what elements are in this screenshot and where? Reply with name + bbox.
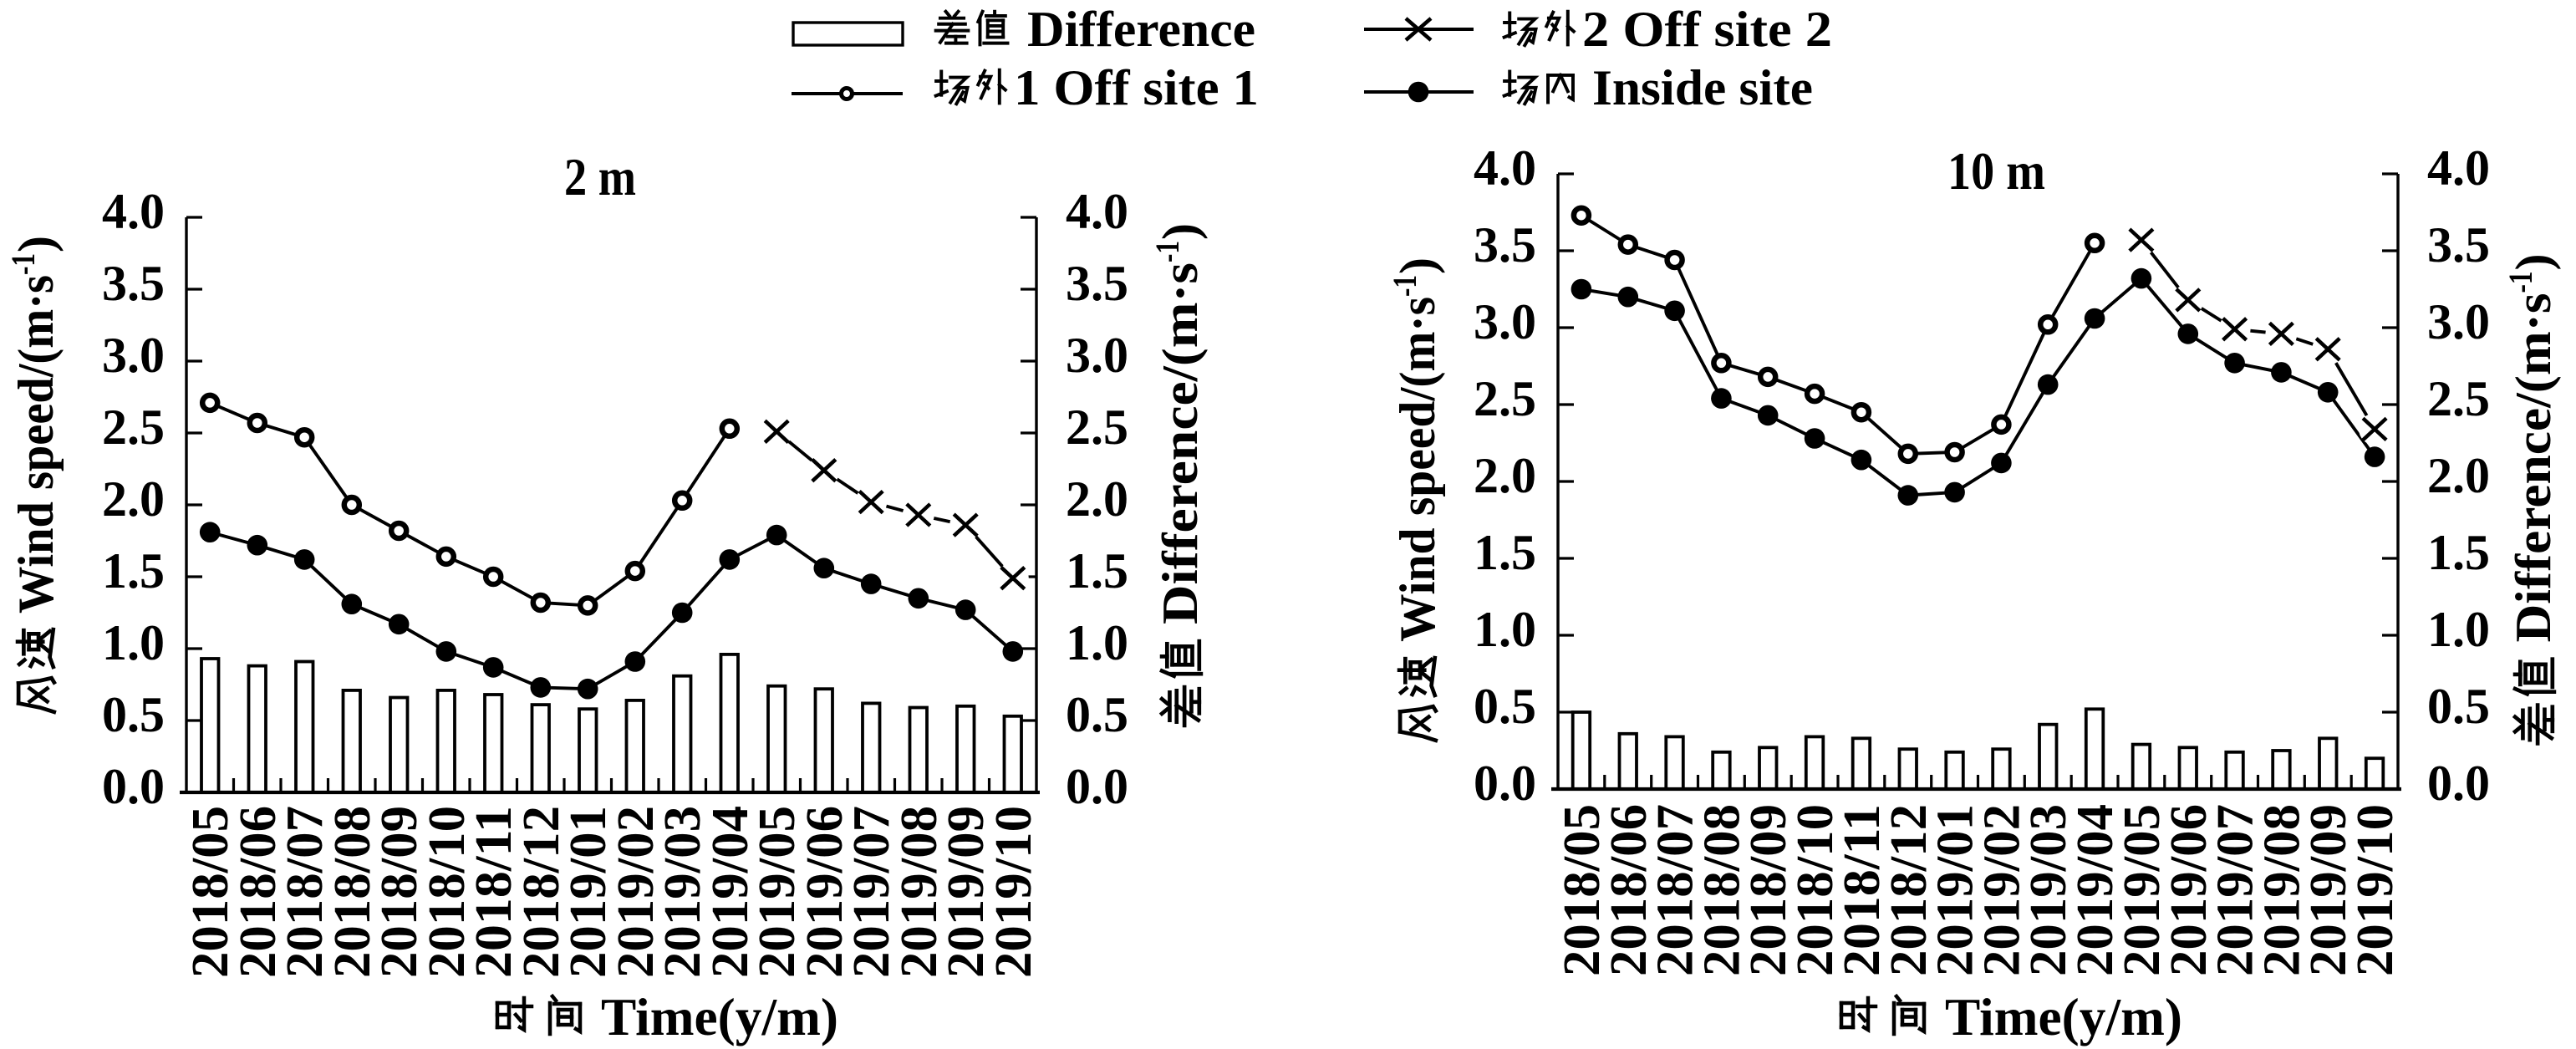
svg-text:4.0: 4.0 xyxy=(1474,140,1536,196)
svg-text:2.0: 2.0 xyxy=(102,471,165,527)
svg-text:2019/04: 2019/04 xyxy=(2067,804,2124,976)
svg-text:10 m: 10 m xyxy=(1947,141,2045,201)
svg-text:1.5: 1.5 xyxy=(1474,525,1536,580)
svg-text:2.5: 2.5 xyxy=(1474,371,1536,426)
svg-text:3.5: 3.5 xyxy=(1066,256,1128,311)
svg-text:-1: -1 xyxy=(1148,241,1186,262)
svg-text:2019/10: 2019/10 xyxy=(985,806,1042,978)
svg-text:2019/04: 2019/04 xyxy=(702,806,759,978)
svg-text:2.5: 2.5 xyxy=(102,400,165,455)
svg-text:2018/11: 2018/11 xyxy=(1834,804,1891,976)
svg-text:Wind speed/(m·s: Wind speed/(m·s xyxy=(8,275,64,614)
svg-text:0.0: 0.0 xyxy=(1474,756,1536,811)
svg-text:Time(y/m): Time(y/m) xyxy=(601,987,838,1046)
svg-text:1.0: 1.0 xyxy=(2427,602,2490,657)
svg-text:): ) xyxy=(2506,254,2561,271)
svg-text:2018/12: 2018/12 xyxy=(513,806,570,978)
svg-text:Difference: Difference xyxy=(1027,2,1255,57)
svg-text:2018/07: 2018/07 xyxy=(1647,804,1704,976)
svg-text:4.0: 4.0 xyxy=(102,184,165,239)
svg-text:0.0: 0.0 xyxy=(1066,759,1128,814)
svg-text:1.0: 1.0 xyxy=(1474,602,1536,657)
svg-text:2018/05: 2018/05 xyxy=(1554,804,1611,976)
svg-text:-1: -1 xyxy=(2502,272,2539,293)
svg-text:2019/02: 2019/02 xyxy=(1973,804,2030,976)
svg-text:1.0: 1.0 xyxy=(102,615,165,670)
svg-text:1.5: 1.5 xyxy=(2427,525,2490,580)
svg-text:4.0: 4.0 xyxy=(1066,184,1128,239)
svg-text:Inside site: Inside site xyxy=(1592,60,1813,115)
svg-text:2019/08: 2019/08 xyxy=(2253,804,2310,976)
svg-text:3.5: 3.5 xyxy=(102,256,165,311)
svg-text:2018/09: 2018/09 xyxy=(371,806,428,978)
svg-text:Time(y/m): Time(y/m) xyxy=(1945,987,2182,1046)
svg-text:2018/10: 2018/10 xyxy=(419,806,476,978)
svg-text:2018/08: 2018/08 xyxy=(1693,804,1750,976)
svg-text:2018/09: 2018/09 xyxy=(1740,804,1797,976)
svg-text:2019/07: 2019/07 xyxy=(843,806,900,978)
svg-text:): ) xyxy=(8,236,64,252)
svg-text:Difference/(m·s: Difference/(m·s xyxy=(1153,262,1208,624)
svg-text:2019/10: 2019/10 xyxy=(2347,804,2404,976)
svg-text:2018/06: 2018/06 xyxy=(1601,804,1657,976)
svg-text:2019/05: 2019/05 xyxy=(2114,804,2171,976)
svg-text:2019/07: 2019/07 xyxy=(2207,804,2264,976)
svg-text:0.5: 0.5 xyxy=(1066,687,1128,742)
svg-text:2019/08: 2019/08 xyxy=(891,806,948,978)
svg-text:2018/05: 2018/05 xyxy=(182,806,239,978)
svg-text:2019/06: 2019/06 xyxy=(797,806,853,978)
svg-text:3.0: 3.0 xyxy=(2427,294,2490,349)
svg-text:2018/06: 2018/06 xyxy=(230,806,287,978)
svg-text:-1: -1 xyxy=(4,253,42,275)
svg-text:2018/10: 2018/10 xyxy=(1787,804,1844,976)
svg-text:2019/03: 2019/03 xyxy=(2020,804,2077,976)
svg-text:1.5: 1.5 xyxy=(102,543,165,598)
svg-text:2 m: 2 m xyxy=(564,147,636,206)
svg-text:Difference/(m·s: Difference/(m·s xyxy=(2506,293,2561,642)
svg-text:0.0: 0.0 xyxy=(2427,756,2490,811)
svg-text:0.5: 0.5 xyxy=(2427,679,2490,734)
svg-text:1.5: 1.5 xyxy=(1066,543,1128,598)
svg-text:3.0: 3.0 xyxy=(102,328,165,383)
svg-text:2019/01: 2019/01 xyxy=(1927,804,1984,976)
svg-text:2018/12: 2018/12 xyxy=(1881,804,1937,976)
svg-text:2019/01: 2019/01 xyxy=(560,806,617,978)
svg-text:2018/07: 2018/07 xyxy=(277,806,333,978)
svg-text:Wind speed/(m·s: Wind speed/(m·s xyxy=(1390,297,1445,642)
svg-text:2018/08: 2018/08 xyxy=(324,806,381,978)
svg-text:2.5: 2.5 xyxy=(2427,371,2490,426)
svg-text:2019/02: 2019/02 xyxy=(608,806,664,978)
svg-text:0.5: 0.5 xyxy=(1474,679,1536,734)
svg-text:2019/05: 2019/05 xyxy=(749,806,806,978)
svg-text:2019/09: 2019/09 xyxy=(2300,804,2357,976)
svg-text:2.0: 2.0 xyxy=(1066,471,1128,527)
svg-text:3.0: 3.0 xyxy=(1474,294,1536,349)
svg-text:): ) xyxy=(1153,223,1208,240)
svg-text:1 Off site 1: 1 Off site 1 xyxy=(1014,60,1259,115)
svg-text:3.5: 3.5 xyxy=(1474,217,1536,272)
svg-text:1.0: 1.0 xyxy=(1066,615,1128,670)
svg-text:2019/09: 2019/09 xyxy=(938,806,995,978)
svg-text:3.5: 3.5 xyxy=(2427,217,2490,272)
svg-text:-1: -1 xyxy=(1386,275,1423,297)
svg-text:2019/06: 2019/06 xyxy=(2161,804,2217,976)
svg-text:2018/11: 2018/11 xyxy=(466,806,522,978)
svg-text:2.5: 2.5 xyxy=(1066,400,1128,455)
svg-text:2019/03: 2019/03 xyxy=(654,806,711,978)
svg-text:2.0: 2.0 xyxy=(2427,448,2490,503)
svg-text:2 Off site 2: 2 Off site 2 xyxy=(1582,2,1832,57)
svg-text:): ) xyxy=(1390,257,1445,274)
svg-text:0.5: 0.5 xyxy=(102,687,165,742)
svg-text:2.0: 2.0 xyxy=(1474,448,1536,503)
svg-text:4.0: 4.0 xyxy=(2427,140,2490,196)
svg-text:3.0: 3.0 xyxy=(1066,328,1128,383)
svg-text:0.0: 0.0 xyxy=(102,759,165,814)
